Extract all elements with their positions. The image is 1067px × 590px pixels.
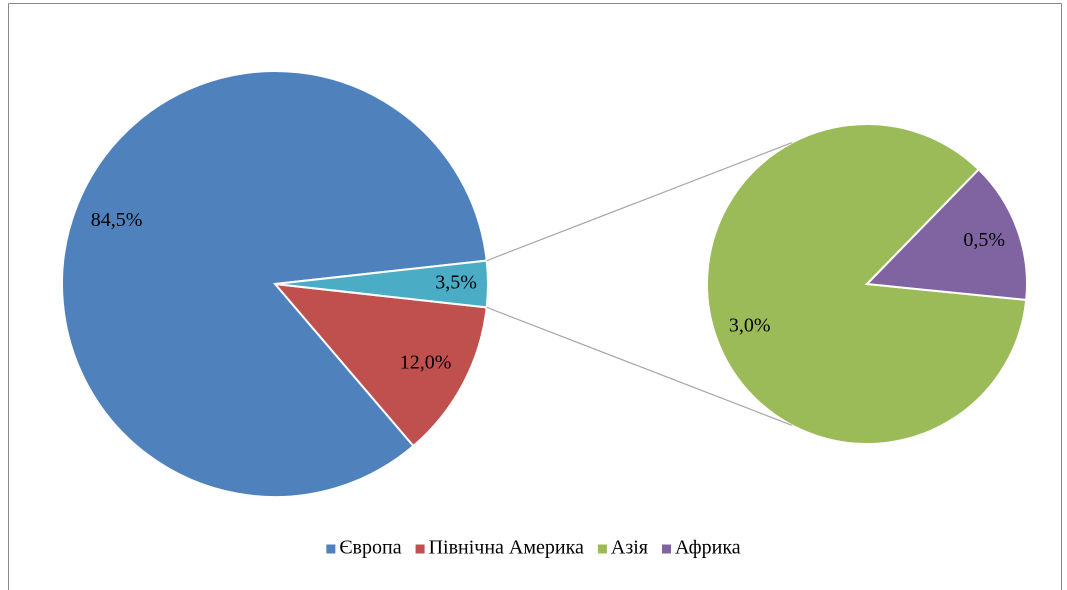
pie-slice [864, 168, 1028, 301]
connector-line [486, 306, 793, 426]
legend-label: Європа [339, 537, 401, 559]
legend-label: Північна Америка [429, 537, 584, 559]
legend-label: Азія [611, 537, 648, 559]
legend-swatch [597, 544, 607, 554]
pie-slice [274, 259, 489, 309]
data-label: 3,5% [435, 272, 477, 294]
legend: Європа Північна Америка Азія Африка [326, 537, 741, 559]
connector-line [486, 142, 793, 262]
legend-swatch [415, 544, 425, 554]
pie-slice [61, 70, 488, 498]
pie-slice [272, 282, 488, 448]
data-label: 0,5% [963, 229, 1005, 251]
data-label: 84,5% [91, 209, 143, 231]
data-label: 12,0% [400, 351, 452, 373]
legend-label: Африка [675, 537, 741, 559]
data-label: 3,0% [729, 314, 771, 336]
legend-swatch [326, 544, 336, 554]
legend-swatch [662, 544, 672, 554]
